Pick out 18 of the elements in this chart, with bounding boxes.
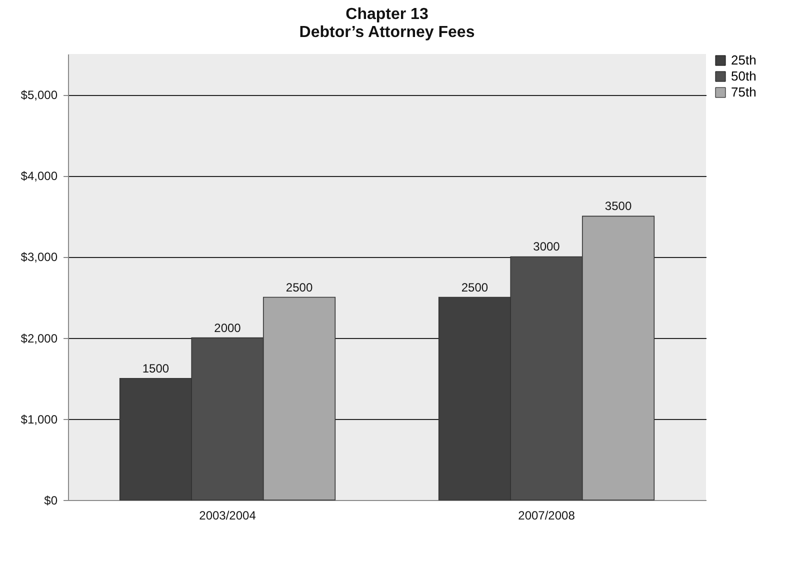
- data-label: 2500: [461, 280, 488, 294]
- y-tick-label: $4,000: [20, 169, 58, 184]
- data-label: 3500: [604, 199, 632, 214]
- legend-label: 50th: [731, 68, 756, 84]
- y-tick-label: $3,000: [20, 250, 58, 264]
- y-tick-label: $5,000: [20, 88, 58, 102]
- data-label: 3000: [533, 240, 560, 254]
- data-label: 1500: [142, 361, 170, 376]
- legend-label: 25th: [731, 52, 756, 68]
- y-tick-label: $0: [44, 494, 58, 508]
- chart-title: Chapter 13 Debtor’s Attorney Fees: [299, 6, 475, 41]
- legend-label: 75th: [731, 84, 756, 100]
- data-label: 2000: [214, 320, 242, 335]
- data-label: 2500: [286, 280, 313, 294]
- x-tick-label: 2007/2008: [518, 508, 576, 522]
- y-tick-label: $2,000: [20, 331, 58, 346]
- y-tick-label: $1,000: [20, 412, 58, 426]
- x-tick-label: 2003/2004: [199, 508, 256, 522]
